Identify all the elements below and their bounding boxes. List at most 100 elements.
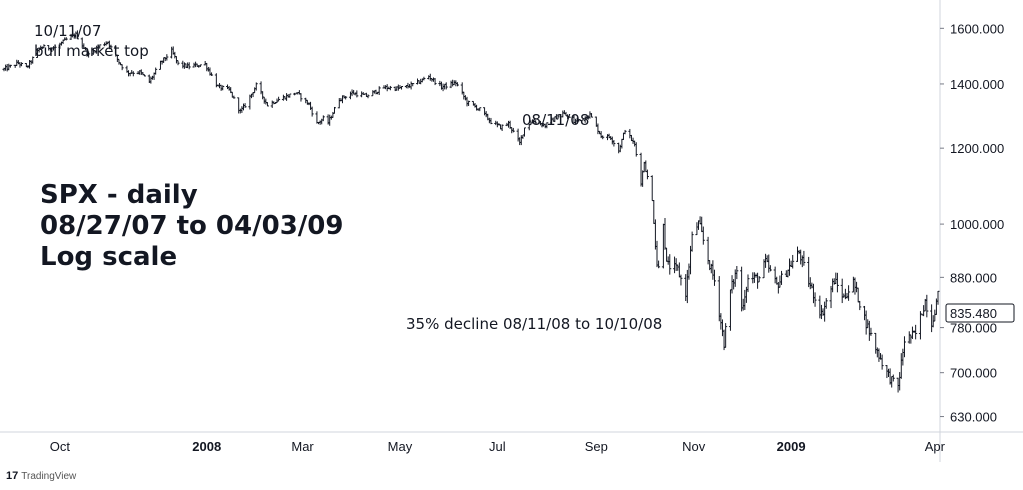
ohlc-bar: [158, 60, 162, 70]
title-line-3: Log scale: [40, 242, 177, 272]
ohlc-bar: [808, 277, 812, 290]
ohlc-bar: [443, 83, 447, 90]
ohlc-bar: [633, 140, 637, 147]
ohlc-bar: [679, 274, 683, 286]
y-tick-label: 630.000: [950, 410, 997, 425]
ohlc-bar: [645, 169, 649, 180]
ohlc-bar: [631, 137, 635, 144]
ohlc-bar: [507, 120, 511, 128]
ohlc-bar: [433, 78, 437, 86]
ohlc-bar: [310, 106, 314, 117]
ohlc-bar: [226, 84, 230, 90]
ohlc-bar: [519, 135, 523, 146]
ohlc-bar: [891, 374, 895, 382]
ohlc-bar: [556, 114, 560, 120]
ohlc-bar: [740, 266, 744, 312]
ohlc-bar: [642, 161, 646, 173]
y-tick-label: 780.000: [950, 321, 997, 336]
ohlc-bar: [791, 254, 795, 269]
ohlc-bar: [869, 327, 873, 336]
ohlc-bar: [644, 160, 648, 173]
footer-brand[interactable]: 17 TradingView: [6, 470, 76, 482]
ohlc-bar: [150, 75, 154, 80]
ohlc-bar: [735, 265, 739, 280]
ohlc-bar: [428, 73, 432, 81]
ohlc-bar: [5, 64, 9, 72]
ohlc-bar: [328, 114, 332, 126]
ohlc-bar: [743, 289, 747, 310]
ohlc-bar: [697, 220, 701, 230]
ohlc-bar: [484, 111, 488, 118]
ohlc-bar: [441, 83, 445, 92]
ohlc-bar: [53, 45, 57, 49]
ohlc-bar: [253, 87, 257, 94]
ohlc-bar: [243, 103, 247, 108]
ohlc-bar: [154, 67, 158, 75]
annotation-decline: 35% decline 08/11/08 to 10/10/08: [406, 315, 662, 333]
ohlc-bar: [462, 91, 466, 100]
ohlc-bar: [142, 74, 146, 77]
ohlc-bar: [732, 279, 736, 290]
ohlc-bar: [618, 144, 622, 153]
ohlc-bar: [695, 222, 699, 236]
y-tick-label: 1200.000: [950, 141, 1004, 156]
title-line-1: SPX - daily: [40, 180, 198, 210]
x-tick-label: 2008: [192, 439, 221, 454]
ohlc-bar: [824, 298, 828, 309]
ohlc-bar: [15, 59, 19, 67]
ohlc-bar: [719, 313, 723, 330]
y-tick-label: 880.000: [950, 270, 997, 285]
ohlc-bar: [467, 100, 471, 106]
ohlc-bar: [206, 66, 210, 72]
ohlc-bar: [173, 51, 177, 59]
ohlc-bar: [864, 310, 868, 335]
ohlc-bar: [668, 254, 672, 275]
ohlc-bar: [149, 76, 153, 84]
ohlc-bar: [874, 332, 878, 354]
ohlc-bar: [262, 96, 266, 104]
ohlc-bar: [516, 128, 520, 142]
ohlc-bar: [799, 249, 803, 265]
ohlc-bar: [400, 85, 404, 90]
ohlc-bar: [75, 30, 79, 40]
ohlc-bar: [117, 58, 121, 65]
ohlc-bar: [241, 103, 245, 111]
ohlc-bar: [609, 136, 613, 141]
ohlc-bar: [811, 283, 815, 304]
ohlc-bar: [720, 319, 724, 337]
ohlc-bar: [240, 106, 244, 113]
ohlc-bar: [717, 276, 721, 322]
ohlc-bar: [661, 223, 665, 269]
annotations: 10/11/07 bull market top 08/11/08 35% de…: [34, 22, 662, 333]
ohlc-bar: [730, 275, 734, 294]
ohlc-bar: [711, 260, 715, 280]
ohlc-bar: [639, 152, 643, 187]
ohlc-bar: [724, 323, 728, 348]
x-tick-label: May: [388, 439, 413, 454]
ohlc-bar: [31, 56, 35, 64]
ohlc-bar: [7, 63, 11, 71]
ohlc-bar: [847, 285, 851, 301]
ohlc-bar: [8, 64, 12, 68]
ohlc-bar: [238, 108, 242, 114]
y-axis[interactable]: 1600.000 1400.000 1200.000 1000.000 880.000 7…: [940, 21, 1004, 425]
ohlc-bar: [521, 134, 525, 139]
ohlc-bar: [936, 290, 940, 305]
ohlc-bar: [641, 170, 645, 187]
ohlc-bar: [371, 90, 375, 97]
x-axis[interactable]: Oct 2008 Mar May Jul Sep Nov 2009 Apr: [50, 439, 946, 454]
ohlc-bar: [210, 72, 214, 76]
ohlc-bar: [590, 113, 594, 118]
ohlc-bar: [181, 60, 185, 69]
ohlc-bar: [42, 44, 46, 49]
price-bars: [2, 30, 940, 393]
ohlc-bar: [802, 250, 806, 266]
ohlc-bar: [914, 324, 918, 340]
ohlc-bar: [780, 270, 784, 285]
ohlc-bar: [655, 240, 659, 268]
ohlc-bar: [623, 129, 627, 135]
ohlc-bar: [676, 264, 680, 271]
ohlc-bar: [831, 278, 835, 293]
ohlc-bar: [261, 91, 265, 100]
ohlc-bar: [248, 94, 252, 110]
